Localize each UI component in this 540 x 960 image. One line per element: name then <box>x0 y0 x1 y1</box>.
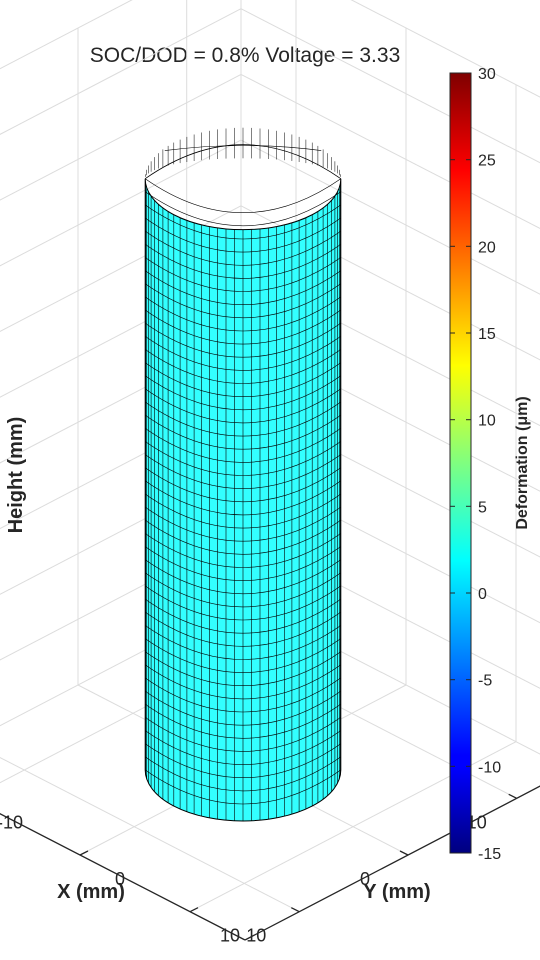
mesh-line-ring <box>145 257 341 292</box>
mesh-line-ring <box>145 349 341 384</box>
mesh-line-ring <box>145 388 341 424</box>
mesh-line-ring <box>145 244 341 279</box>
mesh-line-ring <box>145 704 341 739</box>
mesh-line-ring <box>145 585 341 621</box>
mesh-line-ring <box>145 322 341 358</box>
mesh-line-ring <box>145 638 341 673</box>
x-tick <box>508 793 517 799</box>
mesh-line-ring <box>145 362 341 397</box>
mesh-line-ring <box>145 559 341 594</box>
colorbar-tick-label: 5 <box>478 499 487 516</box>
y-axis-label: Y (mm) <box>363 881 430 903</box>
mesh-line-ring <box>145 612 341 647</box>
mesh-line-ring <box>145 664 341 700</box>
mesh-line-ring <box>145 204 341 240</box>
x-tick-label: 10 <box>246 926 266 946</box>
mesh-line-ring <box>145 283 341 318</box>
x-tick-label: 0 <box>360 869 370 889</box>
y-tick-label: 10 <box>220 926 240 946</box>
z-axis-label: Height (mm) <box>5 417 27 534</box>
mesh-line-ring <box>145 375 341 410</box>
colorbar-tick-label: 10 <box>478 413 496 430</box>
mesh-line-ring <box>145 414 341 450</box>
mesh-line-ring <box>145 730 341 765</box>
colorbar-tick-label: -10 <box>478 759 501 776</box>
mesh-line-ring <box>145 572 341 608</box>
mesh-line-ring <box>145 178 341 213</box>
mesh-line-ring <box>145 506 341 542</box>
y-tick <box>189 907 199 913</box>
mesh-line-ring <box>145 533 341 568</box>
mesh-line-ring <box>145 467 341 502</box>
mesh-line-ring <box>145 520 341 555</box>
mesh-line-ring <box>145 217 341 253</box>
colorbar-tick-label: 0 <box>478 586 487 603</box>
mesh-line-ring <box>145 651 341 686</box>
mesh-line-ring <box>145 598 341 634</box>
y-tick-label: -10 <box>0 812 23 832</box>
mesh-line-ring <box>145 309 341 345</box>
mesh-line-ring <box>145 401 341 437</box>
mesh-line-ring <box>145 677 341 713</box>
mesh-line-ring <box>145 454 341 489</box>
y-tick-label: 0 <box>115 869 125 889</box>
x-tick <box>399 850 409 856</box>
mesh-line-ring <box>145 191 341 226</box>
mesh-line-ring <box>145 756 341 792</box>
mesh-line-ring <box>145 428 341 463</box>
colorbar-tick-label: -5 <box>478 673 492 690</box>
x-axis-label: X (mm) <box>57 881 125 903</box>
mesh-line-ring <box>145 743 341 778</box>
colorbar-tick-label: 25 <box>478 153 496 170</box>
y-tick <box>79 850 89 856</box>
colorbar-tick-label: 15 <box>478 326 496 343</box>
mesh-line-ring <box>145 441 341 476</box>
mesh-line-ring <box>145 296 341 332</box>
mesh-line-ring <box>145 336 341 371</box>
mesh-line-ring <box>145 717 341 752</box>
mesh-line-ring <box>145 690 341 726</box>
mesh-line-ring <box>145 270 341 305</box>
colorbar-label: Deformation (μm) <box>514 396 531 529</box>
mesh-line-ring <box>145 231 341 266</box>
mesh-line-ring <box>145 480 341 516</box>
x-tick <box>291 907 300 913</box>
mesh-line-inner-ring <box>164 145 322 151</box>
mesh-line-ring <box>145 546 341 581</box>
colorbar-tick-label: 30 <box>478 66 496 83</box>
mesh-line-ring <box>145 625 341 660</box>
colorbar: 30 25 20 15 10 5 0 -5 -10 -15 Deformation (μm) <box>449 66 531 863</box>
chart-title: SOC/DOD = 0.8% Voltage = 3.33 <box>90 44 401 67</box>
colorbar-ticks: 30 25 20 15 10 5 0 -5 -10 -15 <box>450 66 501 863</box>
cylinder-surface <box>144 127 342 822</box>
colorbar-tick-label: -15 <box>478 846 501 863</box>
colorbar-tick-label: 20 <box>478 239 496 256</box>
colorbar-gradient <box>449 72 472 854</box>
mesh-line-ring <box>145 769 341 805</box>
mesh-line-ring <box>145 493 341 529</box>
